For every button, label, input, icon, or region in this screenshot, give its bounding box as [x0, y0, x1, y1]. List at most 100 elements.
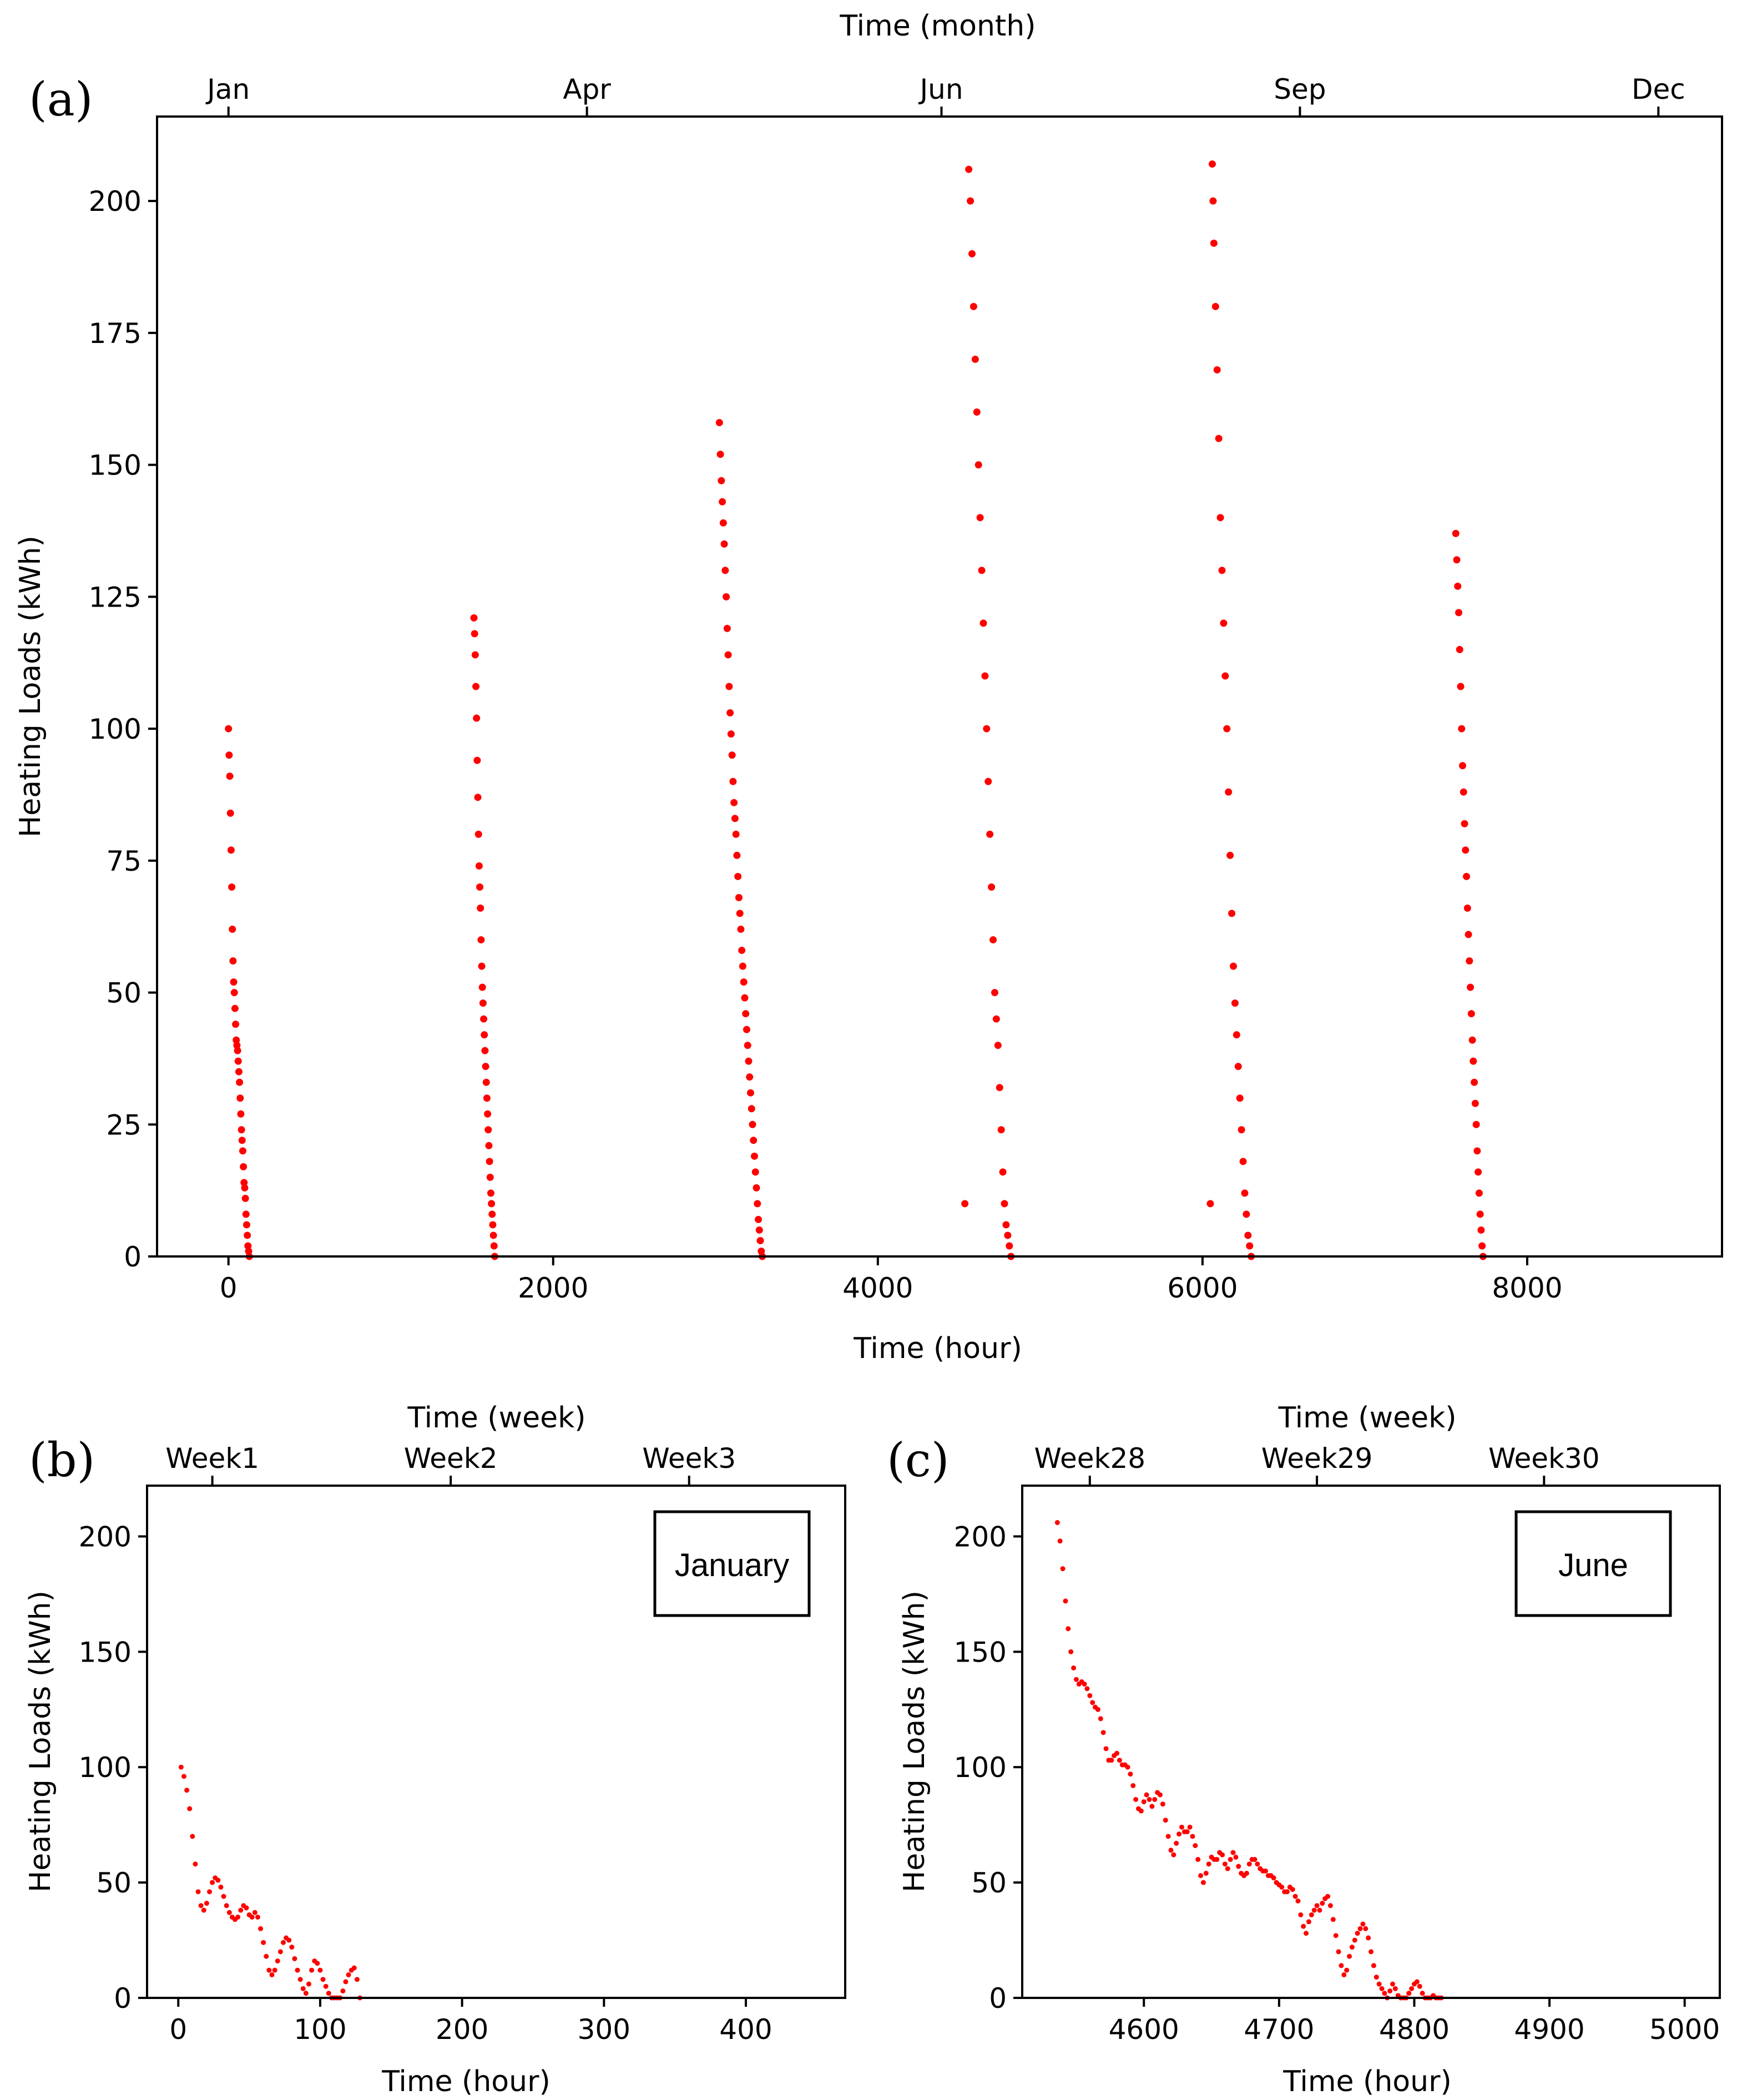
panel-a-data-point — [961, 1200, 969, 1208]
panel-b-data-point — [264, 1953, 269, 1959]
panel-c-data-point — [1225, 1866, 1230, 1871]
panel-c-data-point — [1100, 1730, 1106, 1735]
panel-a-data-point — [240, 1179, 248, 1187]
panel-a-y-tick-label: 100 — [89, 713, 142, 745]
panel-c-data-point — [1341, 1972, 1347, 1977]
panel-a-data-point — [729, 778, 737, 785]
panel-a-data-point — [967, 197, 974, 205]
panel-c-data-point — [1095, 1707, 1100, 1712]
panel-a-data-point — [226, 773, 234, 780]
panel-a-data-point — [973, 408, 981, 416]
panel-c-data-point — [1054, 1520, 1060, 1526]
panel-b-data-point — [289, 1945, 295, 1950]
panel-a-data-point — [742, 1010, 750, 1018]
panel-c-top-tick-label: Week30 — [1488, 1442, 1600, 1475]
panel-b-data-point — [249, 1914, 255, 1920]
panel-a-data-point — [1463, 872, 1471, 880]
panel-a-data-point — [1209, 197, 1217, 205]
panel-c-y-axis-title: Heating Loads (kWh) — [898, 1591, 931, 1892]
panel-a-data-point — [236, 1094, 244, 1102]
panel-a-data-point — [751, 1168, 759, 1176]
panel-c-data-point — [1263, 1868, 1268, 1874]
panel-c-data-point — [1057, 1538, 1063, 1544]
panel-c-data-point — [1090, 1700, 1095, 1705]
panel-a-data-point — [732, 830, 740, 838]
panel-c-data-point — [1163, 1818, 1168, 1823]
panel-a-data-point — [755, 1226, 763, 1234]
panel-a-data-point — [743, 1026, 750, 1033]
panel-a-data-point — [1458, 725, 1466, 733]
panel-a-data-point — [241, 1184, 249, 1192]
panel-b-data-point — [224, 1903, 229, 1909]
panel-b-legend-box — [653, 1510, 811, 1617]
panel-b-x-tick-label: 200 — [436, 2013, 488, 2046]
panel-a-data-point — [749, 1120, 756, 1128]
panel-b-data-point — [303, 1991, 309, 1996]
panel-a-data-point — [233, 1042, 241, 1049]
panel-c-data-point — [1387, 1988, 1393, 1994]
panel-c-data-point — [1230, 1850, 1236, 1855]
panel-b-data-point — [297, 1977, 303, 1982]
panel-a-data-point — [1231, 999, 1239, 1007]
panel-b-legend: January — [653, 1510, 811, 1617]
panel-a-y-tick-label: 50 — [106, 977, 142, 1009]
panel-b-chart: (b) Time (week) Week1 Week2 Week3 0 100 200 3… — [24, 1401, 846, 2098]
panel-b-legend-text: January — [675, 1547, 789, 1583]
panel-b-data-point — [198, 1903, 204, 1909]
panel-c-data-point — [1195, 1857, 1201, 1862]
panel-c-data-point — [1138, 1808, 1144, 1814]
panel-c-data-point — [1379, 1986, 1385, 1991]
panel-b-data-point — [272, 1967, 277, 1973]
panel-c-plot-frame — [1021, 1485, 1721, 1999]
panel-a-data-point — [984, 778, 992, 785]
panel-c-data-point — [1330, 1917, 1336, 1922]
panel-c-data-point — [1406, 1991, 1412, 1996]
panel-a-data-point — [1236, 1094, 1244, 1102]
panel-a-data-point — [484, 1126, 492, 1134]
panel-a-data-point — [723, 624, 731, 632]
panel-a-data-point — [971, 355, 979, 363]
panel-a-data-point — [734, 872, 742, 880]
panel-a-data-point — [474, 830, 482, 838]
panel-a-data-point — [736, 910, 744, 917]
panel-c-data-point — [1082, 1682, 1087, 1687]
panel-c-label: (c) — [887, 1433, 950, 1487]
panel-a-x-tick-label: 2000 — [518, 1272, 588, 1304]
panel-b-data-point — [215, 1877, 221, 1883]
panel-c-data-point — [1363, 1926, 1369, 1931]
panel-c-data-point — [1084, 1686, 1090, 1692]
panel-c-x-tick-label: 4900 — [1514, 2013, 1584, 2046]
panel-a-data-point — [1211, 302, 1219, 310]
panel-c-legend-text: June — [1558, 1547, 1628, 1583]
panel-a-data-point — [1229, 962, 1237, 970]
panel-c-data-point — [1187, 1824, 1193, 1830]
panel-b-data-point — [201, 1907, 206, 1913]
panel-c-data-point — [1320, 1901, 1325, 1906]
panel-a-data-point — [744, 1042, 751, 1049]
panel-c-data-point — [1114, 1750, 1120, 1756]
panel-a-data-point — [1475, 1189, 1483, 1197]
panel-c-data-point — [1144, 1792, 1149, 1798]
panel-a-data-point — [243, 1221, 250, 1229]
panel-b-top-tick-label: Week2 — [404, 1442, 498, 1475]
panel-c-data-point — [1157, 1792, 1163, 1798]
panel-a-data-point — [1213, 366, 1221, 373]
panel-b-data-point — [193, 1861, 198, 1867]
panel-a-data-point — [1459, 762, 1467, 770]
panel-c-data-point — [1344, 1967, 1350, 1973]
panel-a-data-point — [1467, 983, 1475, 991]
panel-a-data-point — [1471, 1099, 1479, 1107]
panel-a-x-tick-label: 6000 — [1167, 1272, 1238, 1304]
panel-a-data-point — [470, 614, 478, 622]
panel-c-data-point — [1339, 1963, 1344, 1968]
panel-a-data-point — [1210, 239, 1218, 247]
panel-a-data-point — [1228, 910, 1236, 917]
panel-c-data-point — [1244, 1870, 1249, 1876]
panel-a-data-point — [1475, 1168, 1482, 1176]
panel-c-data-point — [1176, 1831, 1182, 1837]
panel-a-data-point — [1246, 1242, 1254, 1250]
panel-a-data-point — [234, 1057, 242, 1065]
panel-b-data-point — [315, 1961, 320, 1966]
panel-b-data-point — [326, 1991, 331, 1996]
